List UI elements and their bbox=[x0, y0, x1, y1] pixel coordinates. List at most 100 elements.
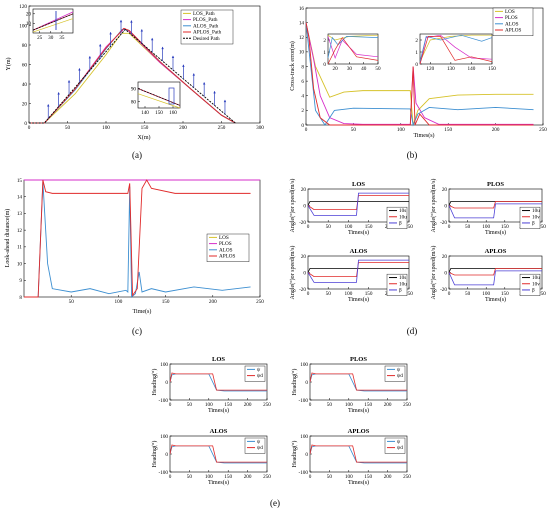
y-tick-label: 100 bbox=[160, 362, 168, 368]
x-tick-label: 200 bbox=[384, 402, 392, 408]
y-tick-label: 100 bbox=[19, 23, 27, 29]
x-tick-label: 50 bbox=[65, 125, 71, 131]
x-tick-label: 50 bbox=[187, 402, 193, 408]
y-tick-label: 100 bbox=[300, 362, 308, 368]
legend: ψψd bbox=[244, 365, 266, 382]
x-tick-label: 250 bbox=[538, 291, 546, 297]
x-tick-label: 160 bbox=[169, 110, 177, 116]
x-tick-label: 150 bbox=[365, 224, 373, 230]
y-tick-label: 0 bbox=[301, 123, 304, 129]
x-tick-label: 100 bbox=[205, 474, 213, 480]
arrow-head bbox=[192, 73, 195, 76]
y-tick-label: 100 bbox=[160, 434, 168, 440]
y-tick-label: 0 bbox=[165, 452, 168, 458]
y-tick-label: 90 bbox=[131, 86, 137, 92]
arrow-head bbox=[140, 28, 144, 32]
panel-label-c: (c) bbox=[132, 326, 142, 336]
x-tick-label: 40 bbox=[361, 66, 367, 72]
legend-label: APLOS_Path bbox=[193, 30, 222, 36]
legend-label: ψ bbox=[397, 367, 401, 373]
x-tick-label: 150 bbox=[224, 402, 232, 408]
subplot-title: LOS bbox=[212, 356, 225, 363]
legend-label: LOS bbox=[505, 9, 515, 15]
y-tick-label: 2 bbox=[301, 108, 304, 114]
x-tick-label: 250 bbox=[403, 474, 411, 480]
legend-label: APLOS bbox=[219, 254, 236, 260]
arrow-head bbox=[47, 104, 50, 107]
series-line-3 bbox=[419, 36, 493, 65]
y-axis-label: Cross-track error(m) bbox=[289, 41, 296, 90]
x-tick-label: 0 bbox=[309, 474, 312, 480]
subplot-0: 050100150200250-20020LOSTimes(s)Angle(°)… bbox=[289, 179, 413, 236]
legend-label: ψ bbox=[257, 367, 261, 373]
x-tick-label: 200 bbox=[244, 402, 252, 408]
legend-label: ALOS_Path bbox=[193, 23, 219, 29]
legend-label: β bbox=[532, 221, 535, 227]
series-line-1 bbox=[307, 262, 409, 278]
x-tick-label: 100 bbox=[345, 291, 353, 297]
x-tick-label: 200 bbox=[384, 474, 392, 480]
x-axis-label: Time(s) bbox=[133, 308, 152, 315]
x-tick-label: 50 bbox=[465, 291, 471, 297]
x-tick-label: 150 bbox=[501, 291, 509, 297]
x-tick-label: 0 bbox=[307, 224, 310, 230]
x-tick-label: 100 bbox=[115, 299, 123, 305]
x-tick-label: 250 bbox=[405, 224, 413, 230]
x-tick-label: 200 bbox=[209, 299, 217, 305]
legend-label: APLOS bbox=[505, 28, 522, 34]
x-axis-label: Times(s) bbox=[485, 229, 506, 236]
legend-label: ψ bbox=[397, 439, 401, 445]
series-line-3 bbox=[305, 22, 534, 126]
y-tick-label: 120 bbox=[19, 4, 27, 10]
x-axis-label: Times(s) bbox=[485, 296, 506, 303]
series-line-1 bbox=[448, 267, 542, 276]
x-tick-label: 50 bbox=[375, 66, 381, 72]
series-line-3 bbox=[24, 179, 251, 298]
legend-label: ALOS bbox=[219, 247, 233, 253]
arrow-head bbox=[161, 46, 164, 50]
y-tick-label: 40 bbox=[22, 82, 28, 88]
series-line-1 bbox=[305, 22, 534, 125]
x-tick-label: 300 bbox=[256, 125, 264, 131]
legend: ψψd bbox=[244, 437, 266, 454]
x-tick-label: 100 bbox=[482, 291, 490, 297]
y-axis-label: Angle(°)or speed(m/s) bbox=[289, 179, 296, 233]
y-axis-label: Look-ahead distance(m) bbox=[4, 209, 11, 267]
x-tick-label: 50 bbox=[69, 299, 75, 305]
panel-label-a: (a) bbox=[132, 150, 142, 160]
x-tick-label: 100 bbox=[205, 402, 213, 408]
legend-label: 10u bbox=[532, 208, 540, 214]
x-tick-label: 50 bbox=[327, 402, 333, 408]
y-tick-label: 9 bbox=[19, 278, 22, 284]
arrow-head bbox=[202, 81, 206, 85]
x-tick-label: 200 bbox=[179, 125, 187, 131]
x-tick-label: 250 bbox=[256, 299, 264, 305]
y-tick-label: 0 bbox=[303, 203, 306, 209]
series-line-1 bbox=[327, 36, 379, 60]
x-tick-label: 150 bbox=[501, 224, 509, 230]
subplot-title: LOS bbox=[352, 181, 365, 188]
y-tick-label: 2 bbox=[323, 38, 326, 44]
series-line-1 bbox=[307, 195, 409, 211]
legend-label: Desired Path bbox=[193, 36, 220, 42]
arrow-head bbox=[171, 55, 175, 58]
subplot-title: APLOS bbox=[485, 248, 507, 255]
series-line-4 bbox=[32, 13, 74, 31]
x-tick-label: 0 bbox=[448, 291, 451, 297]
series-line-2 bbox=[448, 203, 542, 219]
y-tick-label: 1 bbox=[323, 50, 326, 56]
y-tick-label: -100 bbox=[298, 398, 308, 404]
y-tick-label: -20 bbox=[299, 220, 306, 226]
y-tick-label: 16 bbox=[299, 6, 305, 12]
x-tick-label: 0 bbox=[169, 474, 172, 480]
chart-c: 50 100 150 200 250 8 9 10 11 12 13 14 15 Time(s) Look-… bbox=[4, 178, 264, 315]
legend-label: LOS_Path bbox=[193, 11, 215, 17]
legend-label: 10v bbox=[532, 214, 540, 220]
subplot-title: PLOS bbox=[350, 356, 367, 363]
legend-label: PLOS bbox=[505, 15, 518, 21]
legend: ψψd bbox=[384, 437, 406, 454]
subplot-title: ALOS bbox=[210, 428, 228, 435]
x-tick-label: 30 bbox=[347, 66, 353, 72]
